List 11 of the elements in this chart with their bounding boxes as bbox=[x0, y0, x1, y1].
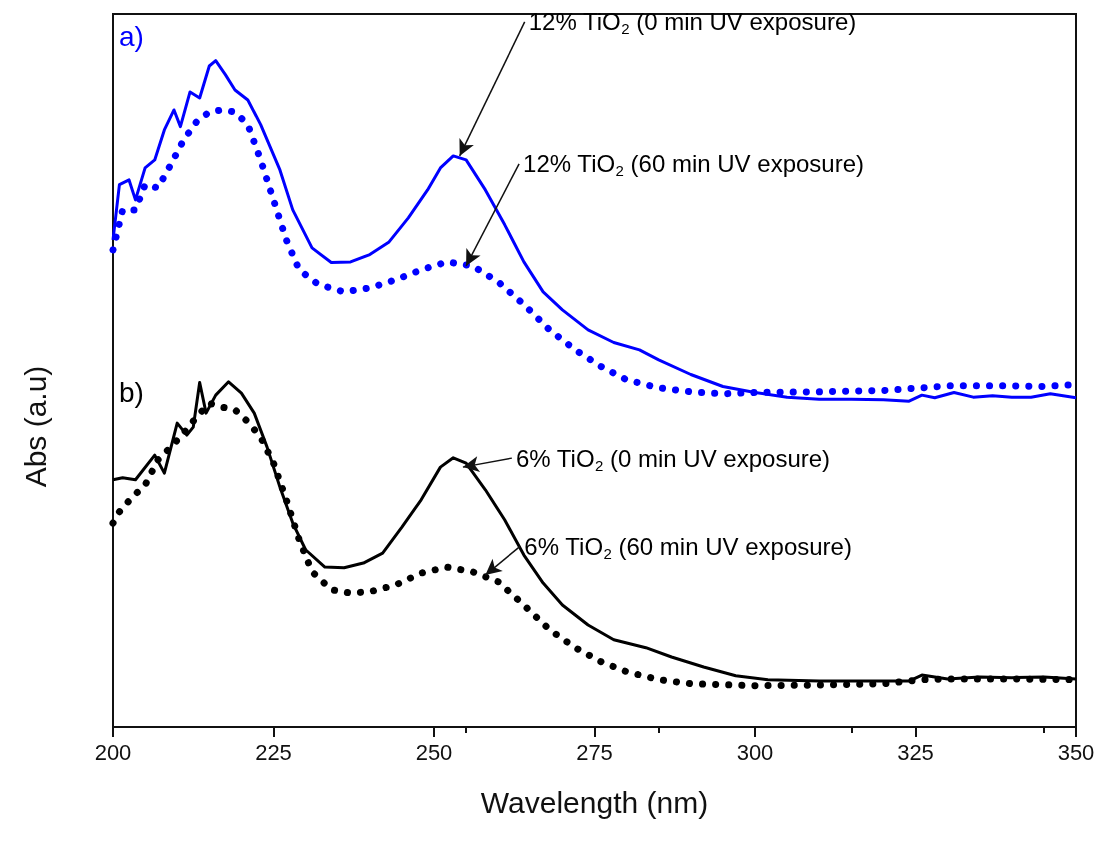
x-tick-label: 225 bbox=[255, 739, 292, 765]
x-tick-label: 350 bbox=[1057, 739, 1095, 765]
x-tick-label: 200 bbox=[94, 739, 132, 765]
annotation: b) bbox=[119, 377, 144, 409]
x-tick-label: 275 bbox=[576, 739, 613, 765]
x-tick-label: 325 bbox=[897, 739, 934, 765]
x-axis-title: Wavelength (nm) bbox=[480, 785, 709, 819]
y-axis-title: Abs (a.u) bbox=[18, 365, 52, 488]
x-tick-label: 250 bbox=[415, 739, 453, 765]
text: a) bbox=[119, 21, 144, 53]
x-tick-label: 300 bbox=[736, 739, 774, 765]
